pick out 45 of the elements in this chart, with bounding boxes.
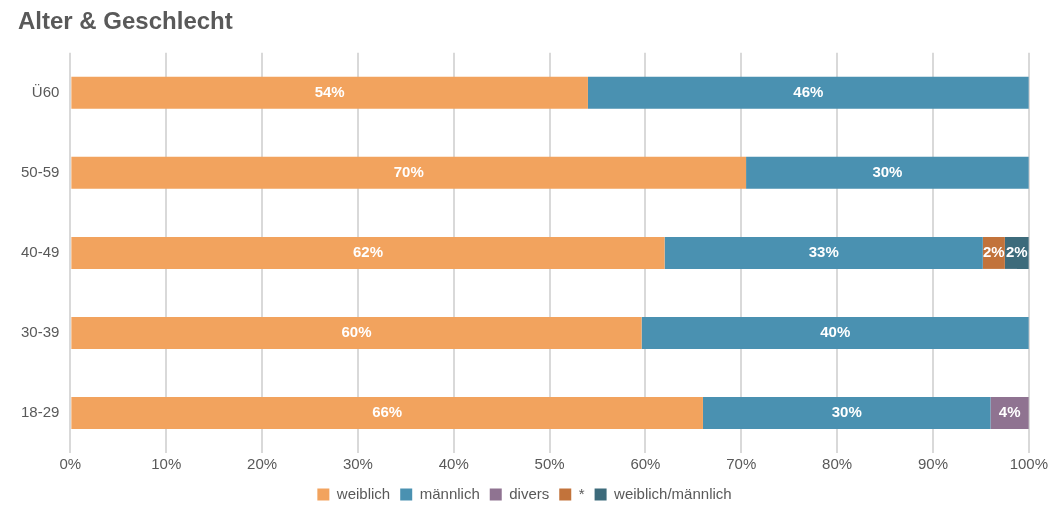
- data-label: 4%: [998, 403, 1021, 421]
- bar: [71, 316, 642, 349]
- bar: [71, 396, 703, 429]
- legend-label: weiblich: [335, 484, 391, 502]
- bar: [71, 76, 588, 109]
- x-tick-label: 90%: [917, 455, 948, 473]
- data-label: 33%: [808, 243, 839, 261]
- data-label: 46%: [793, 82, 824, 100]
- x-tick-label: 70%: [726, 455, 757, 473]
- legend-label: *: [578, 484, 585, 502]
- chart-title: Alter & Geschlecht: [18, 7, 233, 35]
- y-tick-label: 18-29: [20, 403, 60, 421]
- y-tick-label: 50-59: [20, 163, 60, 180]
- x-tick-label: 80%: [822, 455, 853, 473]
- bar: [71, 156, 747, 189]
- bar: [664, 236, 983, 269]
- legend-label: männlich: [419, 484, 480, 502]
- data-label: 54%: [314, 82, 345, 100]
- bar: [71, 236, 665, 269]
- legend-label: divers: [509, 484, 550, 502]
- data-label: 62%: [352, 243, 383, 261]
- x-tick-label: 0%: [59, 455, 82, 473]
- y-tick-label: 30-39: [20, 323, 60, 341]
- y-tick-label: 40-49: [20, 243, 60, 261]
- data-label: 40%: [820, 323, 851, 341]
- bar: [746, 156, 1029, 189]
- data-label: 30%: [831, 403, 862, 421]
- x-tick-label: 10%: [151, 455, 182, 473]
- bar: [587, 76, 1029, 109]
- data-label: 60%: [341, 323, 372, 341]
- x-tick-label: 60%: [630, 455, 661, 473]
- y-tick-label: Ü60: [31, 82, 60, 100]
- x-tick-label: 30%: [342, 455, 373, 473]
- x-tick-label: 100%: [1009, 455, 1049, 473]
- data-label: 2%: [1005, 243, 1028, 261]
- data-label: 66%: [372, 403, 403, 421]
- bar: [702, 396, 991, 429]
- data-label: 30%: [872, 163, 903, 180]
- data-label: 2%: [982, 243, 1005, 261]
- data-label: 70%: [393, 163, 424, 180]
- x-tick-label: 20%: [247, 455, 278, 473]
- legend-label: weiblich/männlich: [613, 484, 732, 502]
- x-tick-label: 50%: [534, 455, 565, 473]
- bar: [641, 316, 1029, 349]
- x-tick-label: 40%: [438, 455, 469, 473]
